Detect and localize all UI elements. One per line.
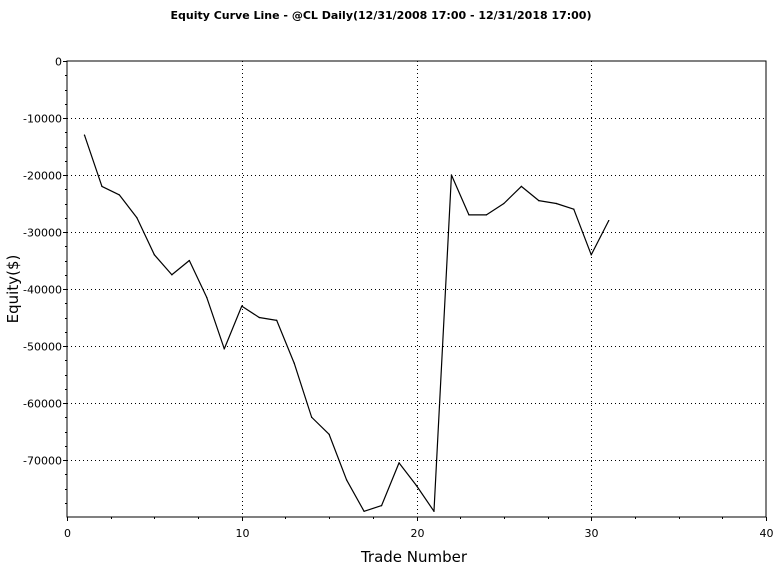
y-tick-label: -70000 <box>23 455 62 468</box>
equity-line-segment <box>590 220 610 256</box>
equity-line-segment <box>276 319 295 364</box>
equity-point <box>241 305 243 307</box>
equity-point <box>293 362 295 364</box>
equity-point <box>468 214 470 216</box>
y-tick-label: -40000 <box>23 284 62 297</box>
equity-point <box>450 174 453 176</box>
equity-point <box>258 316 260 319</box>
equity-line-segment <box>241 305 260 319</box>
y-tick-label: -60000 <box>23 398 62 411</box>
equity-point <box>276 319 278 321</box>
equity-point <box>153 254 155 256</box>
x-tick-label: 0 <box>64 527 71 540</box>
axis-ticks: 0 -10000 -20000 -30000 -40000 -50000 -60000 -70… <box>23 56 773 541</box>
y-tick-label: -20000 <box>23 170 62 183</box>
y-tick-label: -50000 <box>23 341 62 354</box>
y-tick-label: -10000 <box>23 113 62 126</box>
equity-point <box>573 208 575 210</box>
y-tick-label: -30000 <box>23 227 62 240</box>
equity-line-segment <box>136 217 155 256</box>
equity-line-segment <box>363 505 383 512</box>
equity-point <box>223 348 225 350</box>
equity-line-segment <box>433 174 453 512</box>
equity-line-segment <box>293 362 313 418</box>
equity-line-segment <box>538 200 557 205</box>
equity-point <box>485 214 487 216</box>
equity-line-segment <box>153 254 173 276</box>
equity-point <box>346 479 348 481</box>
x-tick-label: 40 <box>760 527 774 540</box>
series-layer <box>83 134 610 512</box>
equity-point <box>101 185 103 187</box>
equity-point <box>328 433 330 435</box>
equity-point <box>380 505 383 507</box>
equity-point <box>555 202 557 205</box>
equity-line-segment <box>101 185 121 196</box>
grid-lines <box>67 61 766 517</box>
equity-point <box>311 416 313 418</box>
equity-point <box>520 185 522 187</box>
equity-line-segment <box>206 296 225 350</box>
equity-line-segment <box>398 462 418 487</box>
equity-point <box>83 134 86 136</box>
x-axis-label: Trade Number <box>360 548 468 566</box>
equity-point <box>433 510 435 512</box>
equity-point <box>503 202 505 205</box>
y-tick-label: 0 <box>55 56 62 69</box>
equity-line-segment <box>415 485 435 512</box>
equity-line-segment <box>83 134 103 187</box>
equity-line-segment <box>258 316 278 321</box>
x-tick-label: 20 <box>411 527 425 540</box>
equity-line-segment <box>450 174 470 216</box>
equity-point <box>188 259 190 262</box>
equity-line-segment <box>380 462 400 507</box>
equity-line-segment <box>188 259 208 299</box>
equity-point <box>118 194 121 196</box>
equity-point <box>538 200 540 202</box>
equity-point <box>608 220 610 222</box>
equity-point <box>171 274 173 276</box>
equity-point <box>206 296 208 299</box>
equity-line-segment <box>503 185 522 205</box>
equity-point <box>590 254 592 256</box>
equity-line-segment <box>223 305 243 350</box>
equity-line-segment <box>346 479 365 512</box>
equity-line-segment <box>328 433 348 481</box>
equity-line-segment <box>311 416 330 435</box>
equity-line-segment <box>171 259 190 276</box>
equity-line-segment <box>520 185 540 202</box>
y-axis-label: Equity($) <box>4 255 22 324</box>
chart-title: Equity Curve Line - @CL Daily(12/31/2008… <box>170 9 591 22</box>
equity-point <box>363 510 365 512</box>
equity-point <box>415 485 418 487</box>
equity-line-segment <box>118 194 138 219</box>
equity-line-segment <box>485 202 505 216</box>
equity-point <box>136 217 138 219</box>
equity-point <box>398 462 400 464</box>
equity-line-segment <box>555 202 575 210</box>
x-tick-label: 30 <box>585 527 599 540</box>
equity-line-segment <box>573 208 592 256</box>
x-tick-label: 10 <box>236 527 250 540</box>
